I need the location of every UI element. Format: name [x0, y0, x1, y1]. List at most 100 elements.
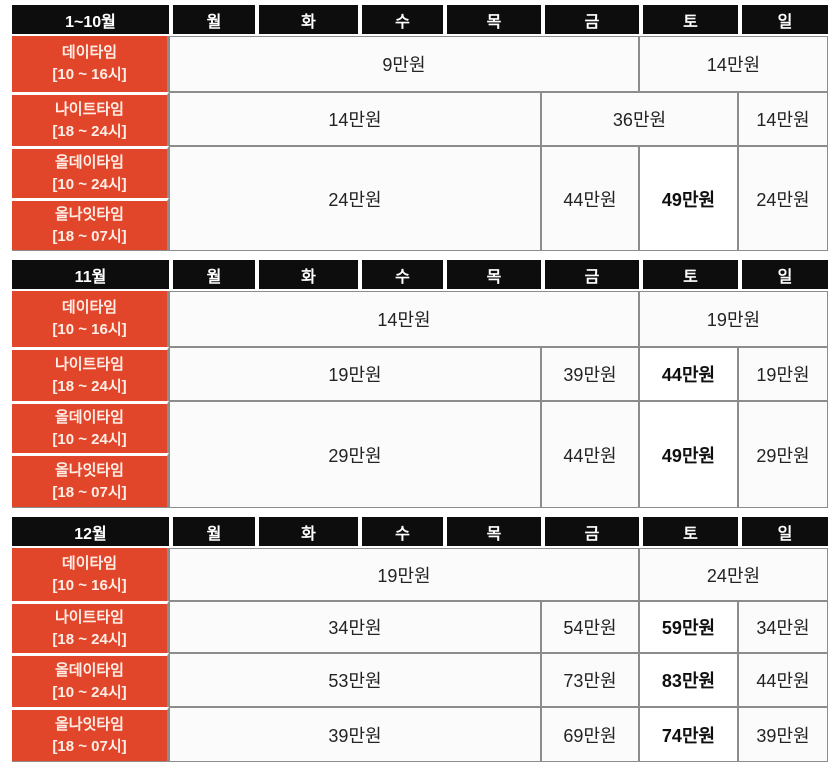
pricing-table-jan-oct: 1~10월 월 화 수 목 금 토 일 데이타임 [10 ~ 16시] 9만원 …	[12, 5, 828, 251]
time-slot-label: 나이트타임 [18 ~ 24시]	[12, 92, 169, 146]
day-header-thu: 목	[443, 260, 541, 291]
table-row: 올데이타임 [10 ~ 24시] 29만원 44만원 49만원 29만원	[12, 401, 828, 508]
day-header-tue: 화	[255, 5, 358, 36]
price-cell: 34만원	[738, 601, 828, 653]
table-row: 올데이타임 [10 ~ 24시] 24만원 44만원 49만원 24만원	[12, 146, 828, 251]
price-cell: 14만원	[169, 291, 639, 347]
month-header: 12월	[12, 517, 169, 548]
table-row: 올데이타임 [10 ~ 24시] 53만원 73만원 83만원 44만원	[12, 653, 828, 707]
price-cell: 9만원	[169, 36, 639, 92]
time-slot-name: 데이타임	[61, 44, 118, 62]
price-cell: 19만원	[169, 347, 541, 401]
price-cell: 19만원	[639, 291, 828, 347]
price-cell: 24만원	[169, 146, 541, 251]
time-slot-name: 데이타임	[61, 554, 118, 572]
price-cell-highlight: 59만원	[639, 601, 738, 653]
price-cell-highlight: 49만원	[639, 401, 738, 508]
day-header-fri: 금	[541, 260, 639, 291]
day-header-tue: 화	[255, 260, 358, 291]
day-header-wed: 수	[358, 517, 443, 548]
price-cell: 73만원	[541, 653, 639, 707]
time-slot-label: 올나잇타임 [18 ~ 07시]	[12, 453, 169, 508]
price-cell: 19만원	[738, 347, 828, 401]
price-cell: 39만원	[169, 707, 541, 762]
time-slot-label: 올나잇타임 [18 ~ 07시]	[12, 707, 169, 762]
time-slot-name: 올나잇타임	[54, 205, 124, 223]
day-header-sun: 일	[738, 260, 828, 291]
price-cell-highlight: 44만원	[639, 347, 738, 401]
time-slot-label: 데이타임 [10 ~ 16시]	[12, 548, 169, 601]
price-cell-highlight: 49만원	[639, 146, 738, 251]
month-header: 1~10월	[12, 5, 169, 36]
time-slot-name: 올데이타임	[54, 408, 124, 426]
price-cell: 69만원	[541, 707, 639, 762]
pricing-table-november: 11월 월 화 수 목 금 토 일 데이타임 [10 ~ 16시] 14만원 1…	[12, 260, 828, 508]
day-header-fri: 금	[541, 5, 639, 36]
price-cell: 39만원	[738, 707, 828, 762]
price-cell: 44만원	[738, 653, 828, 707]
time-slot-hours: [18 ~ 07시]	[52, 483, 127, 501]
table-row: 나이트타임 [18 ~ 24시] 14만원 36만원 14만원	[12, 92, 828, 146]
table-row: 올나잇타임 [18 ~ 07시]	[12, 453, 828, 508]
time-slot-hours: [18 ~ 07시]	[52, 737, 127, 755]
time-slot-label: 데이타임 [10 ~ 16시]	[12, 291, 169, 347]
time-slot-name: 나이트타임	[54, 608, 124, 626]
time-slot-label: 나이트타임 [18 ~ 24시]	[12, 601, 169, 653]
price-cell: 36만원	[541, 92, 738, 146]
header-row: 12월 월 화 수 목 금 토 일	[12, 517, 828, 548]
price-cell: 24만원	[639, 548, 828, 601]
time-slot-hours: [10 ~ 24시]	[52, 430, 127, 448]
day-header-sat: 토	[639, 5, 738, 36]
day-header-wed: 수	[358, 260, 443, 291]
pricing-page: 1~10월 월 화 수 목 금 토 일 데이타임 [10 ~ 16시] 9만원 …	[12, 5, 828, 762]
table-row: 데이타임 [10 ~ 16시] 19만원 24만원	[12, 548, 828, 601]
time-slot-hours: [10 ~ 16시]	[52, 66, 127, 83]
table-row: 올나잇타임 [18 ~ 07시] 39만원 69만원 74만원 39만원	[12, 707, 828, 762]
day-header-sat: 토	[639, 517, 738, 548]
pricing-table-december: 12월 월 화 수 목 금 토 일 데이타임 [10 ~ 16시] 19만원 2…	[12, 517, 828, 762]
day-header-wed: 수	[358, 5, 443, 36]
time-slot-label: 올데이타임 [10 ~ 24시]	[12, 401, 169, 453]
time-slot-name: 올나잇타임	[54, 715, 124, 733]
price-cell: 54만원	[541, 601, 639, 653]
table-row: 나이트타임 [18 ~ 24시] 34만원 54만원 59만원 34만원	[12, 601, 828, 653]
time-slot-hours: [18 ~ 24시]	[52, 122, 127, 140]
day-header-thu: 목	[443, 517, 541, 548]
table-row: 데이타임 [10 ~ 16시] 14만원 19만원	[12, 291, 828, 347]
price-cell: 29만원	[169, 401, 541, 508]
time-slot-hours: [18 ~ 07시]	[52, 227, 127, 245]
price-cell: 34만원	[169, 601, 541, 653]
price-cell: 19만원	[169, 548, 639, 601]
table-row: 나이트타임 [18 ~ 24시] 19만원 39만원 44만원 19만원	[12, 347, 828, 401]
price-cell: 53만원	[169, 653, 541, 707]
price-cell: 44만원	[541, 401, 639, 508]
time-slot-hours: [10 ~ 24시]	[52, 683, 127, 701]
time-slot-label: 올데이타임 [10 ~ 24시]	[12, 653, 169, 707]
time-slot-label: 올나잇타임 [18 ~ 07시]	[12, 198, 169, 251]
price-cell: 14만원	[169, 92, 541, 146]
time-slot-label: 올데이타임 [10 ~ 24시]	[12, 146, 169, 198]
table-row: 데이타임 [10 ~ 16시] 9만원 14만원	[12, 36, 828, 92]
day-header-tue: 화	[255, 517, 358, 548]
time-slot-hours: [18 ~ 24시]	[52, 377, 127, 395]
time-slot-hours: [18 ~ 24시]	[52, 630, 127, 648]
day-header-mon: 월	[169, 5, 255, 36]
time-slot-name: 나이트타임	[54, 100, 124, 118]
day-header-sun: 일	[738, 5, 828, 36]
time-slot-name: 올나잇타임	[54, 461, 124, 479]
day-header-thu: 목	[443, 5, 541, 36]
price-cell: 39만원	[541, 347, 639, 401]
header-row: 11월 월 화 수 목 금 토 일	[12, 260, 828, 291]
price-cell: 14만원	[639, 36, 828, 92]
day-header-sun: 일	[738, 517, 828, 548]
price-cell: 29만원	[738, 401, 828, 508]
time-slot-hours: [10 ~ 16시]	[52, 321, 127, 338]
time-slot-name: 데이타임	[61, 299, 118, 317]
time-slot-label: 데이타임 [10 ~ 16시]	[12, 36, 169, 92]
day-header-mon: 월	[169, 260, 255, 291]
time-slot-hours: [10 ~ 16시]	[52, 576, 127, 594]
day-header-sat: 토	[639, 260, 738, 291]
price-cell: 24만원	[738, 146, 828, 251]
time-slot-label: 나이트타임 [18 ~ 24시]	[12, 347, 169, 401]
day-header-mon: 월	[169, 517, 255, 548]
